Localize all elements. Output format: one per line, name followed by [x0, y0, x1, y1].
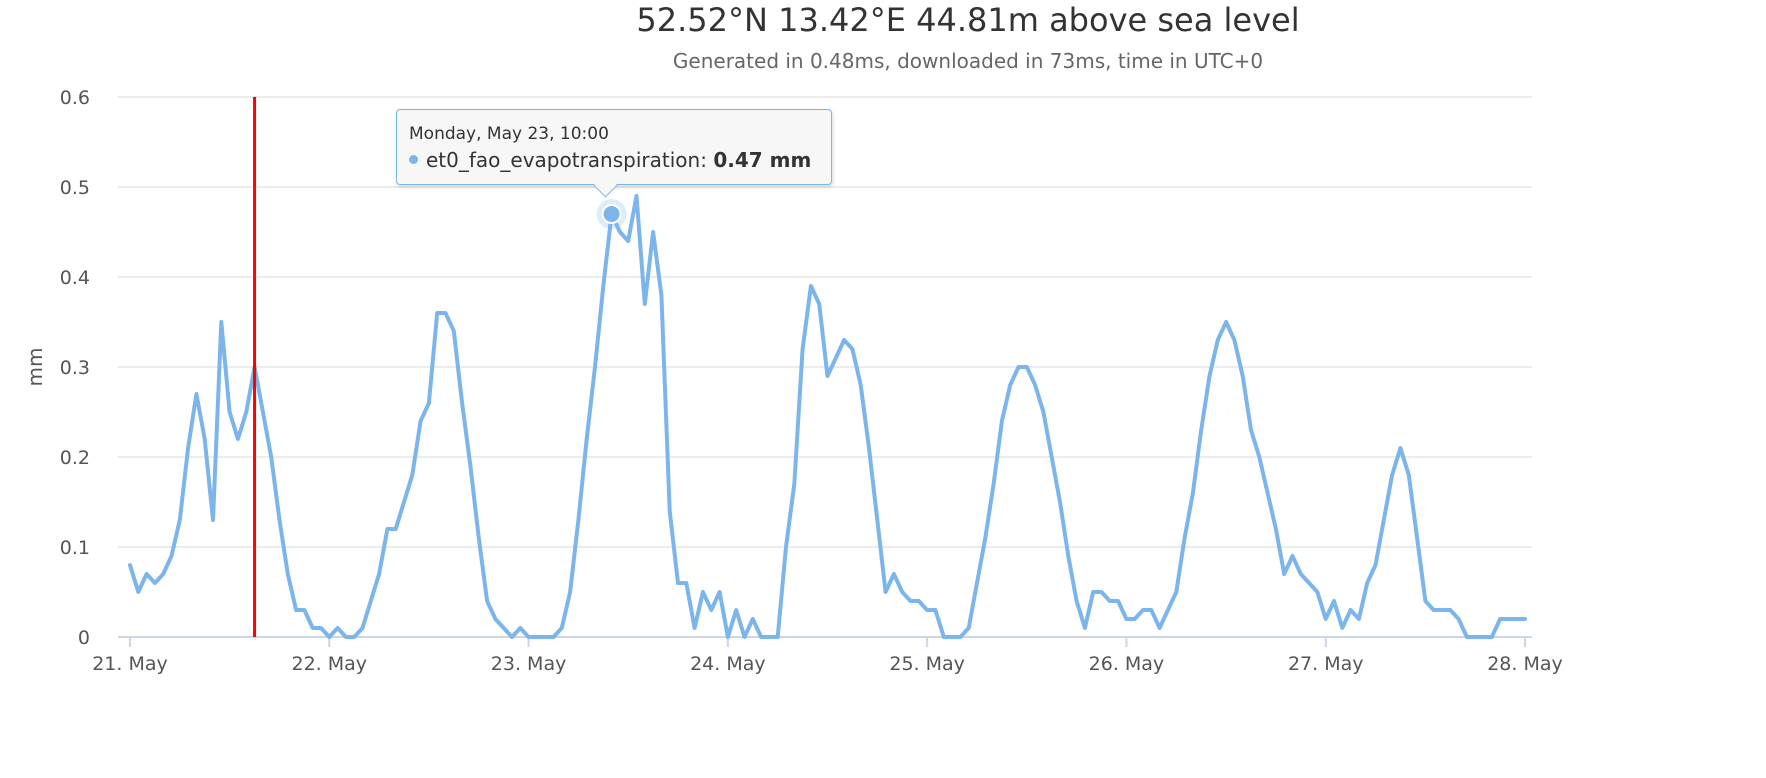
chart-subtitle: Generated in 0.48ms, downloaded in 73ms,…	[673, 49, 1263, 73]
marker-layer	[253, 97, 627, 637]
x-tick-label: 22. May	[292, 653, 368, 675]
series-layer	[128, 194, 1527, 639]
y-tick-label: 0.1	[60, 537, 90, 559]
x-axis: 21. May 22. May 23. May 24. May 25. May 26. M…	[92, 636, 1563, 675]
series-dot-icon	[409, 155, 418, 164]
hover-point[interactable]	[601, 204, 622, 224]
x-tick-label: 21. May	[92, 653, 168, 675]
y-axis-title: mm	[23, 348, 47, 387]
x-tick-label: 25. May	[889, 653, 965, 675]
x-tick-label: 28. May	[1487, 653, 1563, 675]
y-tick-label: 0	[78, 627, 90, 649]
tooltip-header: Monday, May 23, 10:00	[409, 124, 609, 144]
x-tick-label: 26. May	[1089, 653, 1165, 675]
tooltip-series-line: et0_fao_evapotranspiration: 0.47 mm	[409, 148, 811, 172]
tooltip: Monday, May 23, 10:00 et0_fao_evapotrans…	[396, 109, 832, 198]
series-line-et0_fao_evapotranspiration[interactable]	[128, 194, 1527, 639]
chart-title: 52.52°N 13.42°E 44.81m above sea level	[636, 1, 1299, 39]
x-tick-label: 24. May	[690, 653, 766, 675]
tooltip-separator: :	[700, 148, 714, 172]
x-tick-label: 23. May	[491, 653, 567, 675]
y-tick-label: 0.2	[60, 447, 90, 469]
y-tick-label: 0.5	[60, 177, 90, 199]
y-tick-label: 0.3	[60, 357, 90, 379]
tooltip-series-name: et0_fao_evapotranspiration	[426, 148, 701, 172]
y-axis: 0 0.1 0.2 0.3 0.4 0.5 0.6	[60, 87, 90, 649]
tooltip-value: 0.47 mm	[713, 148, 812, 172]
y-tick-label: 0.4	[60, 267, 90, 289]
y-tick-label: 0.6	[60, 87, 90, 109]
x-tick-label: 27. May	[1288, 653, 1364, 675]
